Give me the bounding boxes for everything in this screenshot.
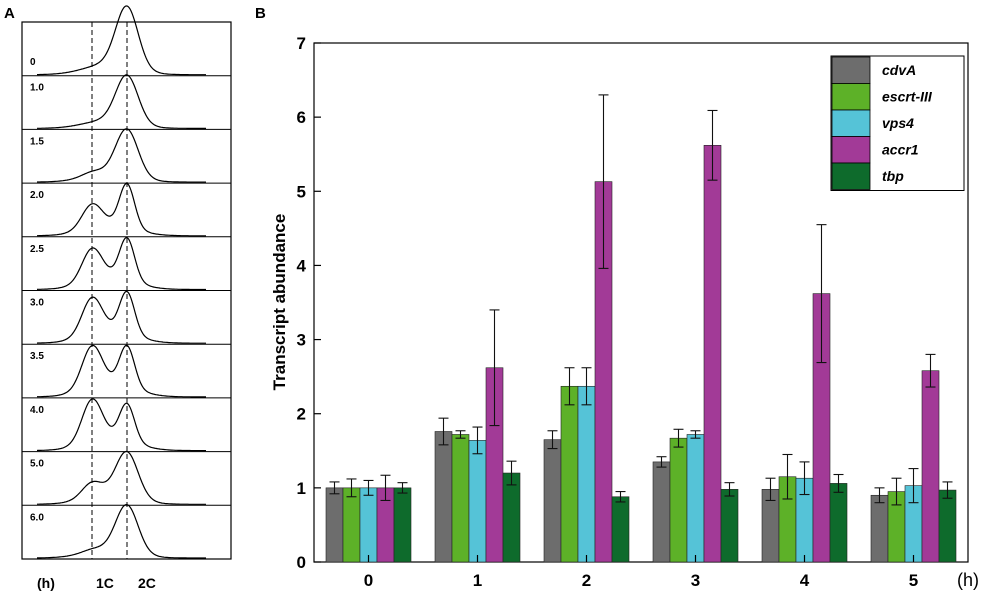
y-tick-label: 7 (297, 34, 306, 53)
panel-a-histograms: 0 1.0 1.5 2.0 2.5 3.0 3.5 4.0 5.0 6.0 (h) 1C 2C (21, 5, 232, 591)
x-label: 1C (96, 575, 114, 591)
legend-label: tbp (882, 168, 904, 184)
bars (325, 94, 957, 563)
bar-vps4 (359, 487, 378, 563)
legend-swatch-escrt-III (831, 83, 871, 111)
histogram-trace (36, 398, 206, 452)
x-tick-label: 0 (364, 571, 373, 590)
y-axis: 0 1 2 3 4 5 6 7 (297, 34, 969, 572)
bar-escrt-III (669, 437, 688, 563)
legend-label: escrt-III (882, 89, 933, 105)
y-tick-label: 1 (297, 479, 306, 498)
time-label: 1.5 (30, 136, 44, 147)
x-label: (h) (37, 575, 55, 591)
bar-cdvA (870, 494, 889, 563)
bar-accr1 (921, 370, 940, 563)
y-tick-label: 5 (297, 182, 306, 201)
time-label: 3.0 (30, 298, 44, 309)
x-tick-label: 1 (473, 571, 482, 590)
y-tick-label: 4 (297, 256, 307, 275)
legend-swatch-vps4 (831, 109, 871, 137)
time-label: 0 (30, 57, 36, 68)
panel-a-xlabels: (h) 1C 2C (37, 575, 156, 591)
bar-tbp (393, 487, 412, 563)
time-label: 3.5 (30, 351, 44, 362)
bar-escrt-III (560, 385, 579, 563)
bar-cdvA (434, 431, 453, 563)
histogram-trace (37, 450, 206, 505)
histogram-stack: 0 1.0 1.5 2.0 2.5 3.0 3.5 4.0 5.0 6.0 (22, 5, 231, 559)
legend-label: vps4 (882, 115, 914, 131)
panel-b-label: B (255, 5, 266, 22)
time-label: 5.0 (30, 459, 44, 470)
x-axis: 0 1 2 3 4 5 (h) (364, 555, 979, 590)
y-tick-label: 0 (297, 553, 306, 572)
legend-swatch-accr1 (831, 136, 871, 164)
bar-tbp (938, 489, 957, 563)
histogram-trace (37, 182, 206, 237)
legend-label: cdvA (882, 62, 916, 78)
y-tick-label: 3 (297, 331, 306, 350)
histogram-trace (37, 344, 206, 398)
histogram-trace (37, 74, 206, 129)
histogram-trace (37, 128, 206, 183)
x-label: 2C (138, 575, 156, 591)
bar-escrt-III (342, 487, 361, 563)
legend-swatch-tbp (831, 162, 871, 190)
x-axis-unit: (h) (957, 570, 979, 590)
bar-tbp (829, 483, 848, 563)
x-tick-label: 2 (582, 571, 591, 590)
bar-vps4 (686, 434, 705, 563)
y-tick-label: 2 (297, 405, 306, 424)
bar-cdvA (652, 461, 671, 563)
panel-a-label: A (4, 5, 15, 22)
bar-escrt-III (451, 434, 470, 563)
x-tick-label: 4 (800, 571, 810, 590)
legend: cdvA escrt-III vps4 accr1 tbp (830, 55, 965, 191)
legend-swatch-cdvA (831, 56, 871, 84)
bar-vps4 (468, 440, 487, 563)
plot-frame (313, 42, 969, 563)
bar-tbp (502, 472, 521, 563)
bar-tbp (720, 489, 739, 563)
time-label: 2.0 (30, 190, 44, 201)
histogram-trace (36, 237, 206, 291)
x-tick-label: 3 (691, 571, 700, 590)
bar-cdvA (543, 439, 562, 563)
histogram-trace (36, 290, 206, 344)
legend-label: accr1 (882, 142, 919, 158)
bar-vps4 (577, 385, 596, 563)
bar-tbp (611, 496, 630, 563)
bar-cdvA (325, 487, 344, 563)
time-label: 1.0 (30, 83, 44, 94)
bar-accr1 (703, 145, 722, 563)
x-tick-label: 5 (909, 571, 918, 590)
time-label: 4.0 (30, 405, 44, 416)
time-label: 6.0 (30, 512, 44, 523)
histogram-trace (37, 5, 206, 76)
histogram-trace (37, 504, 206, 559)
time-label: 2.5 (30, 244, 44, 255)
y-tick-label: 6 (297, 108, 306, 127)
y-axis-label: Transcript abundance (270, 214, 289, 391)
